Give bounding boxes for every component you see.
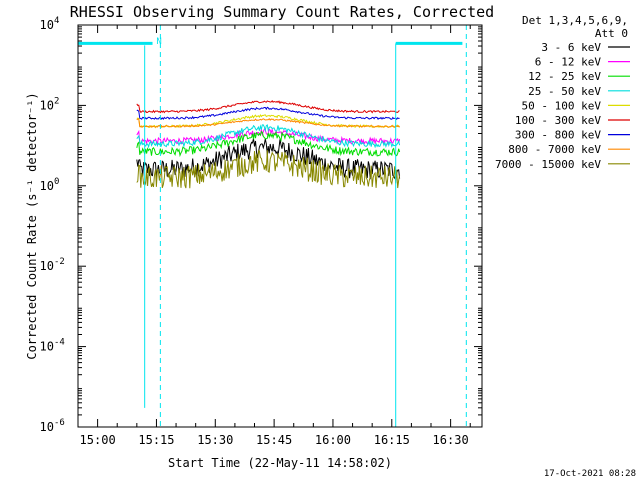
- legend: Det 1,3,4,5,6,9,Att 03 - 6 keV 6 - 12 keV…: [495, 14, 630, 171]
- x-tick-label-4: 16:00: [315, 433, 351, 447]
- y-tick-exponent-1: -4: [54, 338, 65, 348]
- footer-timestamp: 17-Oct-2021 08:28: [544, 469, 636, 479]
- legend-label-1: 6 - 12 keV: [535, 56, 602, 69]
- series-line-8: [136, 150, 401, 189]
- legend-label-8: 7000 - 15000 keV: [495, 158, 601, 171]
- series-line-7: [136, 118, 400, 128]
- y-tick-label-3: 10: [40, 179, 54, 193]
- y-tick-exponent-3: 0: [54, 177, 59, 187]
- y-tick-exponent-4: 2: [54, 96, 59, 106]
- legend-label-3: 25 - 50 keV: [528, 85, 601, 98]
- y-tick-exponent-2: -2: [54, 257, 65, 267]
- legend-label-0: 3 - 6 keV: [541, 41, 601, 54]
- y-tick-label-0: 10: [40, 420, 54, 434]
- legend-label-6: 300 - 800 keV: [515, 129, 601, 142]
- x-tick-label-3: 15:45: [256, 433, 292, 447]
- y-tick-exponent-0: -6: [54, 418, 65, 428]
- series-line-6: [136, 106, 400, 121]
- series-line-2: [136, 130, 401, 158]
- legend-label-7: 800 - 7000 keV: [508, 143, 601, 156]
- legend-label-5: 100 - 300 keV: [515, 114, 601, 127]
- y-axis-label: Corrected Count Rate (s⁻¹ detector⁻¹): [25, 92, 39, 359]
- y-tick-label-4: 10: [40, 98, 54, 112]
- series-line-5: [136, 99, 400, 114]
- x-tick-label-2: 15:30: [197, 433, 233, 447]
- x-axis-label: Start Time (22-May-11 14:58:02): [168, 456, 392, 470]
- series-line-3: [136, 124, 401, 149]
- x-axis-ticks: 15:00 15:15 15:30 15:45 16:00 16:15 16:30: [77, 25, 471, 447]
- x-tick-label-5: 16:15: [374, 433, 410, 447]
- x-tick-label-6: 16:30: [433, 433, 469, 447]
- legend-header-0: Det 1,3,4,5,6,9,: [522, 14, 628, 27]
- legend-label-2: 12 - 25 keV: [528, 70, 601, 83]
- chart-title: RHESSI Observing Summary Count Rates, Co…: [70, 3, 494, 21]
- series-line-0: [136, 138, 401, 180]
- x-tick-label-1: 15:15: [138, 433, 174, 447]
- plot-area: N: [78, 25, 467, 427]
- y-tick-label-1: 10: [40, 340, 54, 354]
- y-tick-exponent-5: 4: [54, 16, 59, 26]
- y-tick-label-5: 10: [40, 18, 54, 32]
- legend-header-1: Att 0: [595, 27, 628, 40]
- x-tick-label-0: 15:00: [80, 433, 116, 447]
- legend-label-4: 50 - 100 keV: [522, 99, 602, 112]
- plot-frame: [77, 24, 483, 428]
- marker-label: N: [156, 37, 161, 47]
- y-tick-label-2: 10: [40, 259, 54, 273]
